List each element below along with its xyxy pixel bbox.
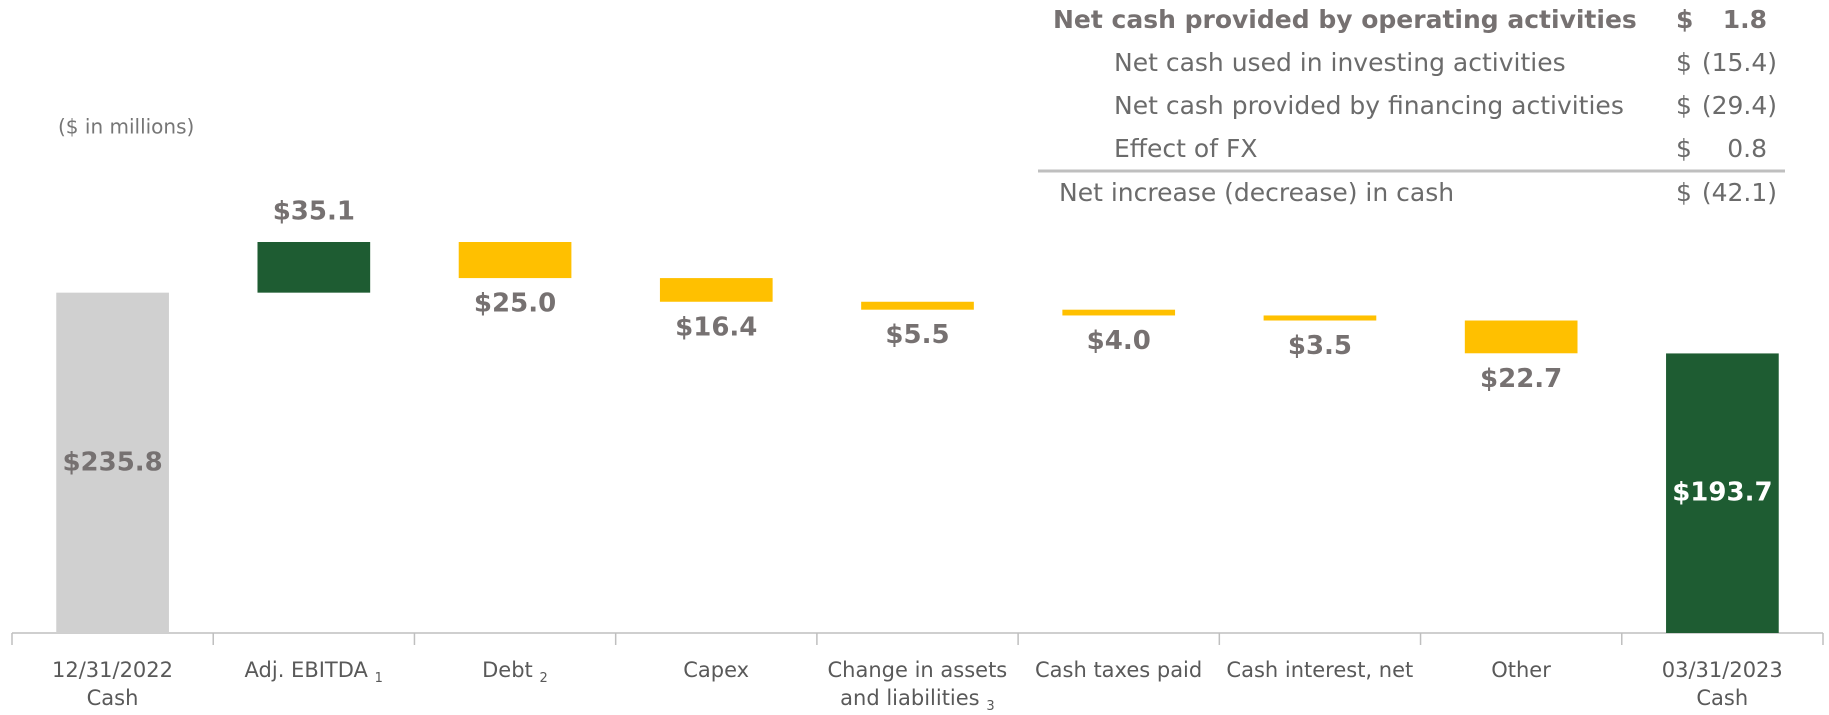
row-label: Net cash provided by financing activitie…	[1114, 91, 1624, 120]
value-label: $22.7	[1480, 364, 1562, 394]
footnote-ref: 2	[539, 671, 548, 687]
category-text: Cash interest, net	[1226, 658, 1414, 682]
x-tick-label: Cash taxes paid	[1018, 656, 1219, 684]
bar	[257, 242, 371, 293]
value-label: $35.1	[273, 197, 355, 227]
value-label: $5.5	[885, 320, 949, 350]
category-text: Adj. EBITDA	[244, 658, 368, 682]
row-label: Net cash provided by operating activitie…	[1053, 5, 1637, 34]
footnote-ref: 1	[374, 671, 383, 687]
category-text: Cash taxes paid	[1034, 658, 1203, 682]
bar	[861, 301, 974, 310]
row-amount: 1.8	[1723, 5, 1767, 34]
row-currency: $	[1676, 91, 1692, 120]
value-label: $235.8	[62, 447, 162, 477]
bar	[56, 292, 169, 633]
x-tick-label: 12/31/2022 Cash	[12, 656, 213, 712]
x-tick-label: Cash interest, net	[1219, 656, 1420, 684]
x-tick-label: Change in assets and liabilities 3	[817, 656, 1018, 715]
row-amount: (15.4)	[1702, 48, 1777, 77]
x-tick-label: 03/31/2023 Cash	[1622, 656, 1823, 712]
x-tick-label: Other	[1421, 656, 1622, 684]
bar	[458, 242, 572, 279]
x-tick-label: Adj. EBITDA 1	[213, 656, 414, 693]
category-text: Change in assets and liabilities	[827, 658, 1008, 710]
bar	[1464, 320, 1578, 354]
category-text: 03/31/2023 Cash	[1661, 658, 1783, 710]
row-currency: $	[1676, 134, 1692, 163]
row-label: Net cash used in investing activities	[1114, 48, 1566, 77]
bar	[1062, 309, 1176, 316]
row-currency: $	[1676, 48, 1692, 77]
x-tick-label: Debt 2	[414, 656, 615, 693]
row-currency: $	[1676, 178, 1692, 207]
value-label: $16.4	[675, 312, 757, 342]
category-text: 12/31/2022 Cash	[51, 658, 174, 710]
category-text: Other	[1491, 658, 1551, 682]
row-amount: (29.4)	[1702, 91, 1777, 120]
row-currency: $	[1676, 5, 1693, 34]
row-amount: 0.8	[1727, 134, 1767, 163]
x-tick-label: Capex	[616, 656, 817, 684]
value-label: $4.0	[1087, 326, 1151, 356]
value-label: $25.0	[474, 289, 556, 319]
footnote-ref: 3	[986, 699, 995, 715]
category-text: Capex	[683, 658, 750, 682]
category-text: Debt	[482, 658, 533, 682]
row-amount: (42.1)	[1702, 178, 1777, 207]
row-label: Net increase (decrease) in cash	[1059, 178, 1454, 207]
bar	[1263, 315, 1377, 321]
unit-note: ($ in millions)	[58, 115, 194, 139]
bar	[659, 278, 773, 302]
value-label: $3.5	[1288, 331, 1352, 361]
bar	[1666, 353, 1779, 633]
value-label: $193.7	[1672, 478, 1772, 508]
row-label: Effect of FX	[1114, 134, 1257, 163]
